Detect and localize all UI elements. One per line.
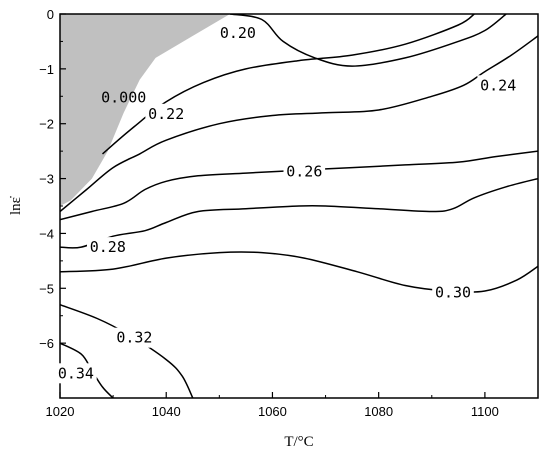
y-axis-title: lnε̇ (8, 196, 24, 215)
contour-label-bg (145, 103, 187, 124)
x-tick-label: 1020 (46, 404, 75, 419)
x-axis-title: T/°C (284, 434, 313, 450)
plot-area (60, 14, 538, 398)
contour-line-0-30 (60, 251, 538, 293)
contour-label: 0.32 (116, 329, 152, 347)
contour-label-bg (87, 237, 129, 258)
x-tick-label: 1100 (471, 404, 499, 419)
y-tick-label: −6 (39, 336, 54, 351)
contour-label: 0.30 (435, 284, 471, 302)
y-tick-label: −3 (39, 172, 54, 187)
contour-label-bg (283, 161, 326, 182)
contour-label-bg (432, 282, 474, 303)
contour-label-bg (113, 327, 156, 348)
contour-label-bg (477, 75, 519, 96)
contour-label: 0.20 (220, 24, 256, 42)
contour-line-0-32 (60, 303, 194, 398)
x-tick-label: 1060 (258, 404, 287, 419)
contour-line-0-26 (60, 150, 538, 221)
contour-label: 0.22 (148, 105, 184, 123)
contour-label: 0.34 (58, 364, 94, 382)
contour-label-bg (217, 23, 259, 44)
y-tick-label: −4 (39, 226, 54, 241)
contour-line-0-28 (60, 177, 538, 249)
contour-line-0-24 (60, 35, 538, 213)
contour-label: 0.28 (90, 238, 126, 256)
contour-label-bg (55, 363, 97, 384)
ticks: 1020 1040 1060 1080 1100 0 −1 −2 −3 −4 −5 −6 (39, 7, 499, 419)
contour-line-0-20 (229, 14, 507, 67)
contour-label: 0.24 (480, 76, 516, 94)
x-tick-label: 1080 (364, 404, 393, 419)
x-tick-label: 1040 (152, 404, 181, 419)
contour-label: 0.26 (286, 162, 322, 180)
y-tick-label: 0 (47, 7, 54, 22)
y-tick-label: −2 (39, 117, 54, 132)
instability-region (60, 14, 230, 206)
y-tick-label: −1 (39, 62, 54, 77)
y-tick-label: −5 (39, 281, 54, 296)
contour-label: 0.000 (101, 88, 146, 106)
